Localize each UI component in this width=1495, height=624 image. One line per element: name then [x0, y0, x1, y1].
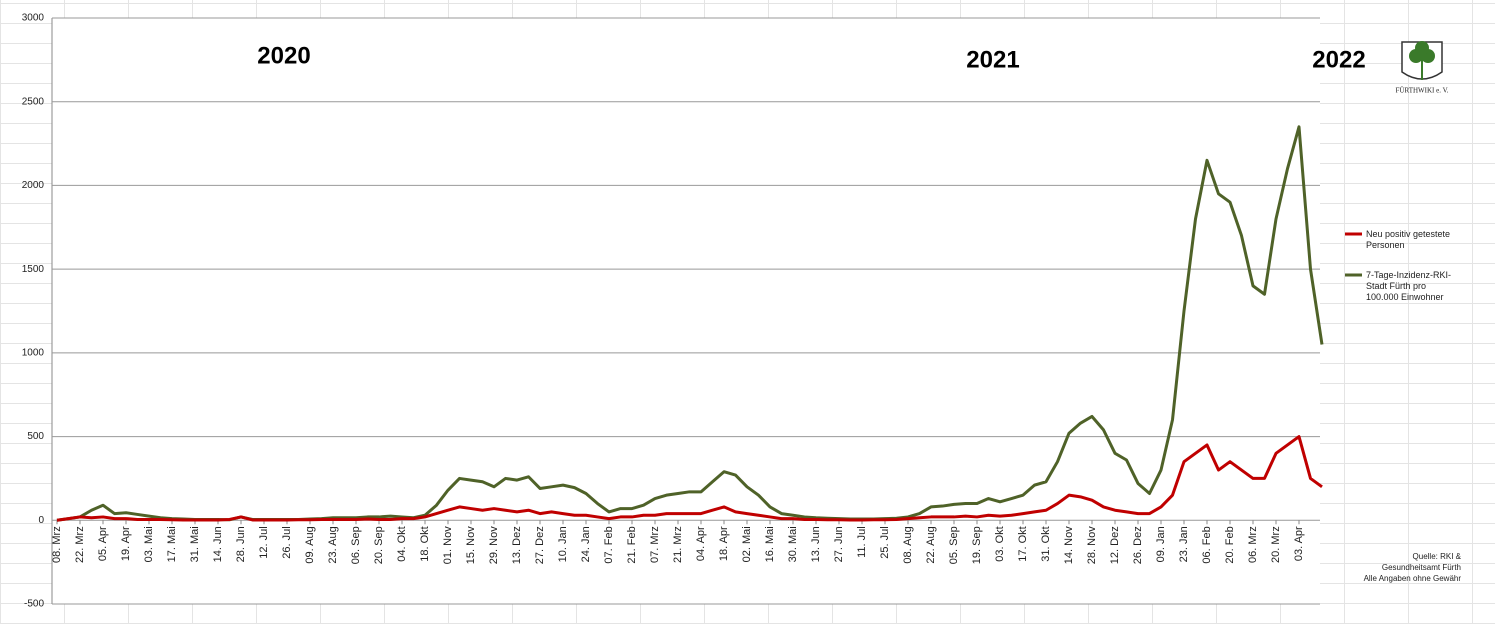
- y-tick-label: 2500: [22, 96, 45, 107]
- x-tick-label: 24. Jan: [580, 526, 592, 562]
- x-tick-label: 10. Jan: [557, 526, 569, 562]
- x-tick-label: 07. Mrz: [649, 526, 661, 563]
- x-tick-label: 31. Okt: [1040, 526, 1052, 561]
- year-label: 2021: [966, 46, 1019, 73]
- logo-text: FÜRTHWIKI e. V.: [1396, 87, 1449, 95]
- x-tick-label: 29. Nov: [488, 526, 500, 564]
- x-tick-label: 20. Sep: [373, 526, 385, 564]
- plot-area: [52, 18, 1320, 604]
- x-tick-label: 21. Feb: [626, 526, 638, 563]
- x-tick-label: 09. Jan: [1155, 526, 1167, 562]
- x-tick-label: 19. Apr: [120, 526, 132, 561]
- x-tick-label: 28. Nov: [1086, 526, 1098, 564]
- x-tick-label: 06. Mrz: [1247, 526, 1259, 563]
- logo: [1401, 41, 1443, 80]
- x-tick-label: 17. Mai: [166, 526, 178, 562]
- x-tick-label: 07. Feb: [603, 526, 615, 563]
- x-tick-label: 08. Mrz: [51, 526, 63, 563]
- x-tick-label: 26. Jul: [281, 526, 293, 558]
- year-label: 2022: [1312, 46, 1365, 73]
- x-tick-label: 20. Feb: [1224, 526, 1236, 563]
- y-tick-label: 3000: [22, 13, 45, 24]
- x-tick-label: 31. Mai: [189, 526, 201, 562]
- x-tick-label: 28. Jun: [235, 526, 247, 562]
- x-tick-label: 13. Jun: [810, 526, 822, 562]
- y-tick-label: 2000: [22, 180, 45, 191]
- x-tick-label: 14. Jun: [212, 526, 224, 562]
- x-tick-label: 18. Apr: [718, 526, 730, 561]
- year-label: 2020: [257, 42, 310, 69]
- x-tick-label: 05. Apr: [97, 526, 109, 561]
- x-tick-label: 27. Dez: [534, 526, 546, 564]
- x-tick-label: 02. Mai: [741, 526, 753, 562]
- source-line: Gesundheitsamt Fürth: [1381, 563, 1461, 572]
- x-tick-label: 13. Dez: [511, 526, 523, 564]
- x-tick-label: 23. Jan: [1178, 526, 1190, 562]
- source-line: Quelle: RKI &: [1412, 552, 1461, 561]
- x-tick-label: 01. Nov: [442, 526, 454, 564]
- x-tick-label: 21. Mrz: [672, 526, 684, 563]
- series-line: [56, 435, 1323, 522]
- source-line: Alle Angaben ohne Gewähr: [1363, 574, 1461, 583]
- y-tick-label: 1500: [22, 264, 45, 275]
- x-tick-label: 09. Aug: [304, 526, 316, 563]
- x-tick-label: 16. Mai: [764, 526, 776, 562]
- x-tick-label: 04. Apr: [695, 526, 707, 561]
- legend-label: Neu positiv getestete Personen: [1366, 229, 1451, 250]
- x-tick-label: 05. Sep: [948, 526, 960, 564]
- x-tick-label: 12. Dez: [1109, 526, 1121, 564]
- x-tick-label: 26. Dez: [1132, 526, 1144, 564]
- x-tick-label: 03. Mai: [143, 526, 155, 562]
- x-tick-label: 18. Okt: [419, 526, 431, 561]
- x-tick-label: 25. Jul: [879, 526, 891, 558]
- x-tick-label: 22. Aug: [925, 526, 937, 563]
- x-tick-label: 30. Mai: [787, 526, 799, 562]
- x-tick-label: 27. Jun: [833, 526, 845, 562]
- x-tick-label: 23. Aug: [327, 526, 339, 563]
- y-tick-label: 0: [38, 515, 44, 526]
- x-tick-label: 15. Nov: [465, 526, 477, 564]
- x-tick-label: 06. Feb: [1201, 526, 1213, 563]
- x-tick-label: 11. Jul: [856, 526, 868, 558]
- x-tick-label: 22. Mrz: [74, 526, 86, 563]
- y-tick-label: -500: [24, 599, 44, 610]
- legend-label: 7-Tage-Inzidenz-RKI-Stadt Fürth pro 100.…: [1366, 270, 1452, 302]
- x-tick-label: 03. Apr: [1293, 526, 1305, 561]
- x-tick-label: 03. Okt: [994, 526, 1006, 561]
- y-tick-label: 500: [27, 431, 44, 442]
- x-tick-label: 14. Nov: [1063, 526, 1075, 564]
- x-tick-label: 08. Aug: [902, 526, 914, 563]
- x-tick-label: 20. Mrz: [1270, 526, 1282, 563]
- x-tick-label: 06. Sep: [350, 526, 362, 564]
- x-tick-label: 19. Sep: [971, 526, 983, 564]
- x-tick-label: 04. Okt: [396, 526, 408, 561]
- x-tick-label: 12. Jul: [258, 526, 270, 558]
- y-tick-label: 1000: [22, 347, 45, 358]
- source: Quelle: RKI & Gesundheitsamt Fürth Alle …: [1364, 551, 1461, 584]
- x-tick-label: 17. Okt: [1017, 526, 1029, 561]
